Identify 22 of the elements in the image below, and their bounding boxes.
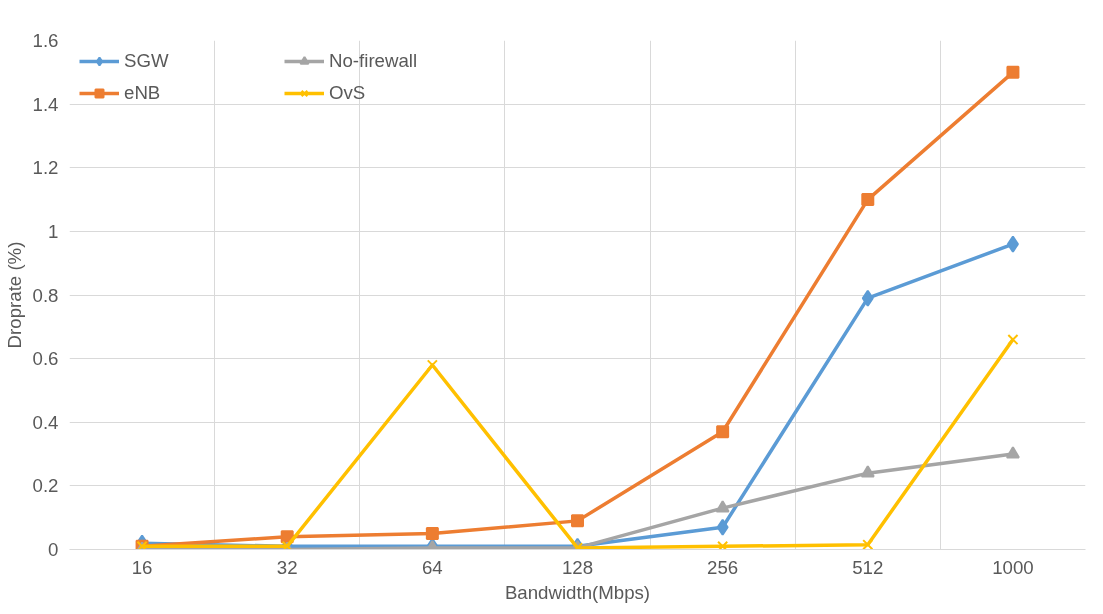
legend-label: SGW bbox=[124, 50, 170, 72]
x-tick-label: 1000 bbox=[992, 556, 1034, 578]
y-tick-label: 0.8 bbox=[32, 284, 59, 306]
y-tick-label: 0.2 bbox=[32, 475, 59, 497]
y-axis-title: Droprate (%) bbox=[3, 241, 25, 349]
y-tick-label: 0 bbox=[48, 539, 59, 560]
x-tick-label: 128 bbox=[561, 556, 594, 578]
y-tick-label: 1.6 bbox=[32, 30, 59, 51]
x-tick-label: 64 bbox=[421, 556, 443, 578]
legend-label: eNB bbox=[124, 82, 162, 104]
x-tick-label: 16 bbox=[131, 556, 153, 578]
y-tick-label: 1.4 bbox=[32, 93, 59, 115]
y-tick-label: 0.6 bbox=[32, 348, 59, 370]
x-axis-title: Bandwidth(Mbps) bbox=[504, 581, 651, 603]
x-tick-label: 512 bbox=[852, 556, 884, 578]
x-tick-label: 256 bbox=[707, 556, 739, 578]
y-tick-label: 0.4 bbox=[32, 411, 59, 433]
legend-label: OvS bbox=[329, 82, 367, 104]
x-tick-label: 32 bbox=[276, 556, 298, 578]
legend-label: No-firewall bbox=[329, 50, 419, 72]
y-tick-label: 1 bbox=[48, 220, 59, 242]
y-tick-label: 1.2 bbox=[32, 157, 59, 179]
